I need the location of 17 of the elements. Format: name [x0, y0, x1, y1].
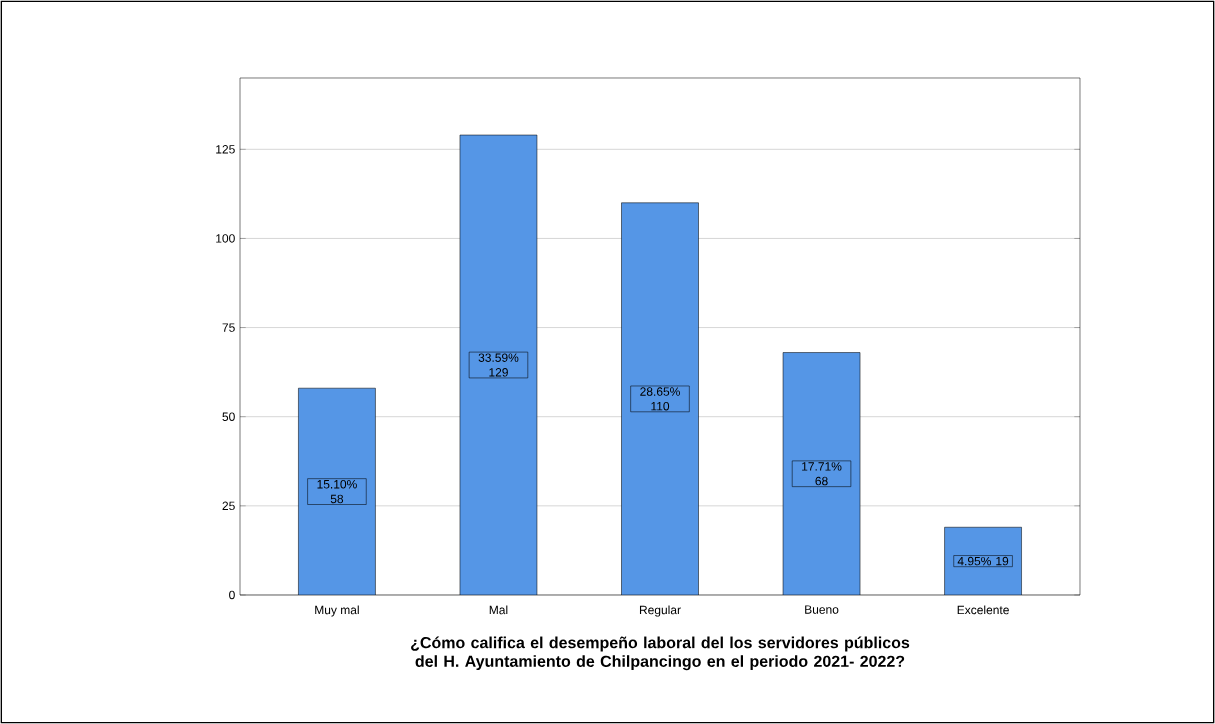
- data-label: 15.10% 58: [317, 480, 357, 504]
- y-tick-label: 0: [229, 590, 235, 600]
- x-tick-label: Muy mal: [315, 605, 359, 617]
- x-tick-label: Regular: [639, 605, 681, 617]
- x-tick-label: Bueno: [805, 605, 839, 614]
- x-tick-label: Excelente: [957, 605, 1009, 615]
- y-tick-label: 50: [222, 412, 235, 421]
- y-tick-label: 125: [216, 145, 235, 154]
- x-axis-title: ¿Cómo califica el desempeño laboral del los servidores públicos del H. Ayuntamiento de Chilpancingo en el periodo 2021- 2022?: [411, 636, 910, 671]
- data-label: 4.95% 19: [957, 556, 1009, 566]
- data-label: 28.65% 110: [640, 387, 680, 411]
- y-tick-label: 100: [216, 234, 235, 243]
- data-label: 33.59% 129: [478, 353, 519, 377]
- x-tick-label: Mal: [489, 605, 508, 615]
- data-label: 17.71% 68: [802, 462, 842, 486]
- y-tick-label: 25: [222, 501, 235, 511]
- y-tick-label: 75: [222, 323, 235, 332]
